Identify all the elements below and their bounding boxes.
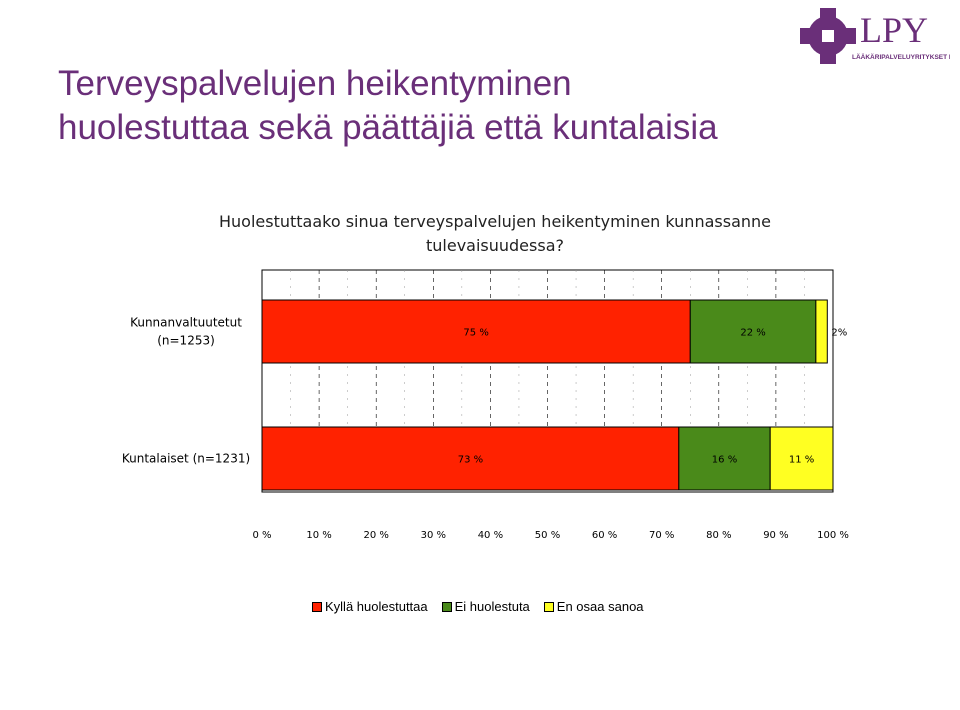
legend-swatch (543, 601, 554, 612)
x-tick-label: 90 % (763, 530, 788, 541)
bar-value-label: 16 % (712, 455, 737, 466)
category-label: Kunnanvaltuutetut (130, 316, 242, 330)
bar-segment (815, 299, 828, 364)
bar-value-label: 11 % (789, 455, 814, 466)
logo-subtext: LÄÄKÄRIPALVELUYRITYKSET RY (852, 53, 950, 61)
bar-value-label: 2% (831, 328, 847, 339)
slide-title: Terveyspalvelujen heikentyminen huolestu… (58, 62, 718, 150)
legend-label: En osaa sanoa (556, 599, 644, 614)
logo-cross-center (822, 30, 834, 42)
stacked-bar-chart: 75 % 22 % 2% Kunnanvaltuutetut (n=1253) 73 % 1… (122, 269, 849, 541)
category-label: (n=1253) (157, 334, 215, 348)
legend-swatch (441, 601, 452, 612)
x-tick-label: 30 % (421, 530, 446, 541)
legend-label: Ei huolestuta (454, 599, 530, 614)
bar-segment (678, 426, 771, 491)
x-tick-label: 50 % (535, 530, 560, 541)
bar-segment (261, 299, 691, 364)
bar-segment (769, 426, 834, 491)
legend-label: Kyllä huolestuttaa (325, 599, 428, 614)
bar-value-label: 22 % (740, 328, 765, 339)
bar-value-label: 73 % (458, 455, 483, 466)
x-tick-label: 60 % (592, 530, 617, 541)
legend-swatch (312, 601, 322, 612)
bar-segment (689, 299, 817, 364)
legend-item: Kyllä huolestuttaa (312, 599, 428, 614)
x-tick-label: 80 % (706, 530, 731, 541)
legend-item: En osaa sanoa (543, 599, 644, 614)
logo-text: LPY (860, 10, 928, 50)
x-tick-label: 20 % (363, 530, 388, 541)
lpy-logo: LPY LÄÄKÄRIPALVELUYRITYKSET RY (800, 8, 950, 64)
x-tick-label: 10 % (306, 530, 331, 541)
category-label: Kuntalaiset (n=1231) (122, 452, 250, 466)
slide-title-line-1: Terveyspalvelujen heikentyminen (58, 64, 572, 103)
chart-question-line-1: Huolestuttaako sinua terveyspalvelujen h… (218, 212, 771, 231)
bar-segment (261, 426, 680, 491)
chart-legend: Kyllä huolestuttaa Ei huolestuta En osaa s… (312, 599, 644, 614)
x-tick-label: 0 % (252, 530, 271, 541)
chart-question: Huolestuttaako sinua terveyspalvelujen h… (150, 210, 840, 258)
slide-title-line-2: huolestuttaa sekä päättäjiä että kuntala… (58, 108, 718, 147)
legend-item: Ei huolestuta (441, 599, 530, 614)
x-tick-label: 70 % (649, 530, 674, 541)
chart-question-line-2: tulevaisuudessa? (425, 236, 564, 255)
bar-value-label: 75 % (463, 328, 488, 339)
x-tick-label: 40 % (478, 530, 503, 541)
x-tick-label: 100 % (817, 530, 849, 541)
